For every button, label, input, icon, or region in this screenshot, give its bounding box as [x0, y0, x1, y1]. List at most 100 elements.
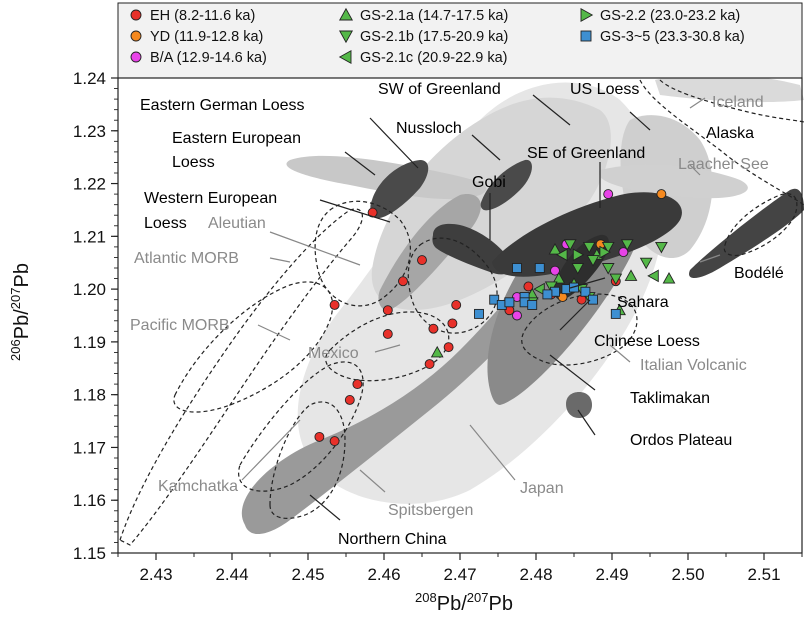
data-point-square: [527, 299, 538, 310]
data-point-square: [542, 289, 553, 300]
region-label: Aleutian: [208, 215, 266, 232]
region-kamchatka-outline: [238, 361, 364, 492]
region-label: Alaska: [706, 125, 754, 142]
y-tick-label: 1.21: [73, 227, 106, 246]
region-gobi: [432, 223, 512, 275]
data-point-triangle-left: [556, 248, 568, 262]
callout-italian-volcanic: [609, 344, 631, 363]
data-point-triangle-left: [533, 282, 545, 296]
data-point-circle: [656, 189, 667, 200]
x-tick-label: 2.43: [139, 565, 172, 584]
region-label: Mexico: [308, 345, 359, 362]
region-eastern-german-loess: [370, 160, 429, 219]
callout-atlantic-morb: [269, 257, 291, 263]
data-point-circle: [603, 189, 614, 200]
callout-bodele: [699, 254, 721, 263]
data-point-circle: [447, 318, 458, 329]
data-point-circle: [352, 379, 363, 390]
region-laacher-see-outline: [723, 193, 798, 257]
data-point-square: [588, 294, 598, 305]
region-label: Sahara: [617, 294, 669, 311]
callout-northern-china: [309, 494, 341, 521]
legend-box: [117, 2, 803, 79]
legend-marker-triangle-right: [580, 7, 594, 23]
data-point-triangle-down: [609, 273, 623, 286]
legend-marker-circle: [130, 51, 142, 63]
data-point-triangle-up: [552, 272, 566, 284]
y-tick-label: 1.19: [73, 333, 106, 352]
region-northern-china: [241, 236, 575, 535]
data-point-circle: [451, 299, 462, 310]
legend-label: GS-2.1c (20.9-22.9 ka): [360, 50, 508, 66]
callout-aleutian: [269, 231, 361, 266]
region-central-dashed-outline: [407, 237, 498, 334]
callout-iceland: [689, 97, 706, 109]
legend-label: GS-2.1b (17.5-20.9 ka): [360, 29, 508, 45]
callout-nussloch: [471, 134, 501, 161]
callout-western-european-loess: [319, 199, 391, 223]
callout-japan: [469, 424, 516, 481]
data-point-triangle-down: [601, 263, 615, 275]
region-label: Atlantic MORB: [134, 250, 239, 267]
legend-label: GS-2.2 (23.0-23.2 ka): [600, 8, 740, 24]
y-tick-label: 1.15: [73, 544, 106, 563]
data-point-triangle-up: [430, 345, 444, 358]
region-label: Eastern German Loess: [140, 97, 305, 114]
data-points: [314, 189, 676, 447]
region-label: Ordos Plateau: [630, 432, 732, 449]
x-tick-label: 2.48: [519, 565, 552, 584]
y-tick-label: 1.20: [73, 280, 106, 299]
data-point-square: [610, 308, 621, 319]
y-tick-label: 1.23: [73, 122, 106, 141]
data-point-square: [534, 263, 545, 273]
x-tick-label: 2.47: [443, 565, 476, 584]
legend-marker-circle: [130, 30, 142, 42]
callout-taklimakan: [549, 354, 596, 391]
data-point-triangle-down: [639, 257, 653, 270]
axis-ticks: 2.43 2.44 2.45 2.46 2.47 2.48 2.49 2.50 2.51 1.15…: [73, 69, 803, 584]
callout-pacific-morb: [257, 324, 291, 341]
legend-marker-circle: [130, 9, 142, 21]
region-se-greenland: [492, 192, 682, 277]
data-point-square: [489, 294, 500, 305]
region-spitsbergen-outline: [269, 401, 346, 519]
region-label: Japan: [520, 480, 564, 497]
data-point-circle: [314, 431, 325, 442]
data-point-circle: [344, 394, 355, 405]
y-tick-label: 1.16: [73, 491, 106, 510]
callout-ordos-plateau: [577, 409, 596, 436]
region-label: Western European: [144, 190, 277, 207]
region-italian-volcanic-outline: [521, 293, 638, 366]
callout-chinese-loess: [559, 299, 591, 331]
region-iceland-outline: [639, 79, 804, 206]
data-point-circle: [417, 255, 427, 266]
region-label: Loess: [172, 154, 215, 171]
data-point-circle: [523, 281, 534, 292]
data-point-circle: [618, 247, 629, 258]
y-tick-label: 1.17: [73, 438, 106, 457]
callout-lines: [241, 94, 721, 521]
region-label: Laacher See: [678, 156, 769, 173]
data-point-triangle-down: [620, 239, 634, 251]
data-point-triangle-down: [655, 241, 668, 254]
region-label: SE of Greenland: [527, 145, 645, 162]
data-point-square: [569, 282, 579, 293]
callout-eastern-european-loess: [344, 151, 376, 176]
region-mexico-outline: [325, 311, 450, 382]
data-point-triangle-up: [662, 272, 676, 284]
region-western-european-loess-outline: [314, 200, 411, 307]
callout-sahara: [569, 277, 606, 289]
data-point-circle: [443, 342, 454, 353]
x-tick-label: 2.51: [747, 565, 780, 584]
data-point-circle: [382, 305, 393, 316]
callout-eastern-german-loess: [369, 117, 419, 169]
legend-label: EH (8.2-11.6 ka): [150, 8, 255, 24]
legend: EH (8.2-11.6 ka) YD (11.9-12.8 ka) B/A (12…: [117, 2, 803, 79]
x-tick-label: 2.49: [595, 565, 628, 584]
data-point-triangle-left: [647, 269, 659, 283]
callout-mexico: [374, 344, 401, 353]
data-point-circle: [382, 329, 393, 339]
region-laacher-see: [598, 164, 748, 199]
legend-marker-triangle-left: [338, 49, 352, 65]
